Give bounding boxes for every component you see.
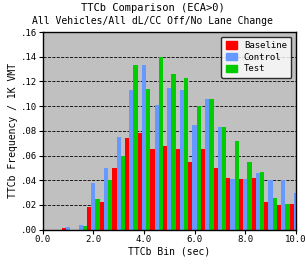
Bar <box>184 78 188 230</box>
Bar <box>163 146 167 230</box>
Bar <box>256 173 260 230</box>
Bar <box>247 162 252 230</box>
Bar <box>222 127 226 230</box>
Y-axis label: TTCb Frequency / 1K VMT: TTCb Frequency / 1K VMT <box>8 63 18 198</box>
Bar <box>176 149 180 230</box>
Bar <box>218 127 222 230</box>
Bar <box>159 57 163 230</box>
Bar <box>289 204 294 230</box>
Bar <box>205 99 209 230</box>
Bar <box>108 180 112 230</box>
Bar <box>155 105 159 230</box>
Bar <box>268 180 273 230</box>
Bar <box>197 106 201 230</box>
Bar <box>239 179 243 230</box>
Bar <box>277 205 281 230</box>
Bar <box>91 183 95 230</box>
Bar <box>231 179 235 230</box>
Legend: Baseline, Control, Test: Baseline, Control, Test <box>221 37 291 78</box>
Text: TTCb Comparison (ECA>0): TTCb Comparison (ECA>0) <box>81 3 224 13</box>
Bar <box>167 88 171 230</box>
Bar <box>188 162 192 230</box>
Bar <box>180 90 184 230</box>
Bar <box>112 168 117 230</box>
Bar <box>285 204 289 230</box>
Bar <box>125 138 129 230</box>
Bar <box>138 133 142 230</box>
Bar <box>273 198 277 230</box>
Bar <box>201 149 205 230</box>
Bar <box>129 90 133 230</box>
Bar <box>252 178 256 230</box>
Bar <box>281 180 285 230</box>
Bar <box>226 178 231 230</box>
Bar <box>117 137 121 230</box>
Bar <box>150 149 155 230</box>
Bar <box>264 202 268 230</box>
Bar <box>62 228 66 230</box>
Bar <box>66 227 70 230</box>
Text: All Vehicles/All dL/CC Off/No Lane Change: All Vehicles/All dL/CC Off/No Lane Chang… <box>32 16 273 26</box>
Bar <box>243 179 247 230</box>
X-axis label: TTCb Bin (sec): TTCb Bin (sec) <box>128 247 210 257</box>
Bar <box>100 202 104 230</box>
Bar <box>294 193 298 230</box>
Bar <box>104 168 108 230</box>
Bar <box>214 168 218 230</box>
Bar <box>298 205 302 230</box>
Bar <box>302 217 305 230</box>
Bar <box>192 125 197 230</box>
Bar <box>83 226 87 230</box>
Bar <box>209 99 214 230</box>
Bar <box>95 199 100 230</box>
Bar <box>79 225 83 230</box>
Bar <box>171 74 176 230</box>
Bar <box>87 207 91 230</box>
Bar <box>142 65 146 230</box>
Bar <box>260 172 264 230</box>
Bar <box>133 65 138 230</box>
Bar <box>235 141 239 230</box>
Bar <box>121 155 125 230</box>
Bar <box>146 89 150 230</box>
